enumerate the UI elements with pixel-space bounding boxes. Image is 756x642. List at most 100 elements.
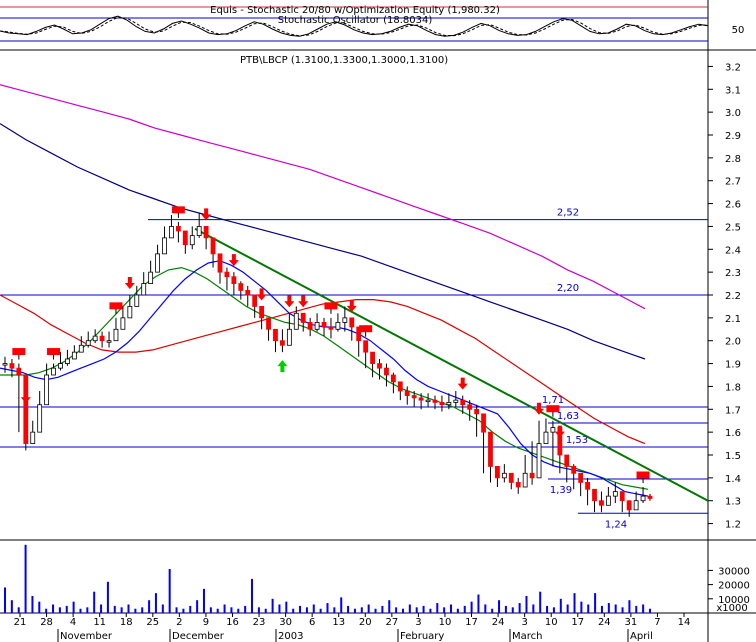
- candle-body: [175, 226, 181, 232]
- x-tick-label: 10: [439, 617, 452, 628]
- volume-bar: [86, 607, 89, 613]
- candle-body: [307, 322, 313, 330]
- candle-body: [9, 363, 15, 369]
- volume-bar: [642, 604, 645, 613]
- volume-bar: [292, 608, 295, 613]
- volume-bar: [401, 608, 404, 613]
- x-tick-label: 16: [226, 617, 239, 628]
- stochastic-k-line: [0, 15, 709, 37]
- month-label: December: [172, 631, 225, 642]
- candle-body: [273, 328, 278, 342]
- x-tick-label: 3: [521, 617, 527, 628]
- volume-bar: [477, 594, 480, 613]
- volume-bar: [635, 605, 638, 613]
- volume-bar: [333, 607, 336, 613]
- sell-arrow-icon: [284, 295, 295, 308]
- candle-body: [196, 226, 202, 236]
- level-label: 1,71: [542, 395, 564, 406]
- candle-body: [640, 495, 646, 502]
- candle-body: [217, 253, 223, 273]
- volume-tick-label: 10000: [718, 595, 750, 606]
- stochastic-d-line: [0, 16, 709, 37]
- volume-bar: [546, 605, 549, 613]
- x-tick-label: 11: [93, 617, 106, 628]
- volume-bar: [518, 603, 521, 613]
- candle-body: [203, 226, 209, 239]
- candle-body: [342, 317, 348, 323]
- volume-tick-label: 30000: [718, 566, 750, 577]
- x-tick-label: 10: [545, 617, 558, 628]
- sell-arrow-icon: [124, 277, 135, 289]
- volume-bar: [209, 607, 212, 613]
- volume-bar: [106, 581, 109, 613]
- candle-body: [515, 482, 521, 488]
- sell-arrow-icon: [298, 295, 309, 308]
- candle-body: [564, 454, 570, 467]
- volume-bar: [422, 605, 425, 613]
- volume-bar: [552, 607, 555, 613]
- moving-average-navy-line: [0, 123, 646, 360]
- candle-body: [113, 328, 119, 342]
- volume-bar: [600, 605, 603, 613]
- volume-bar: [367, 604, 370, 613]
- volume-bar: [628, 600, 631, 613]
- candle-body: [44, 374, 50, 406]
- volume-bar: [45, 608, 48, 613]
- volume-bar: [113, 605, 116, 613]
- candle-body: [85, 340, 91, 346]
- volume-bar: [58, 607, 61, 613]
- price-tick-label: 3.1: [725, 85, 741, 96]
- candle-body: [182, 230, 188, 246]
- price-tick-label: 1.6: [725, 428, 741, 439]
- x-tick-label: 27: [385, 617, 398, 628]
- x-tick-label: 31: [625, 617, 638, 628]
- axes: 50 3.2 3.1 3.0 2.9 2.8 2.7 2.6 2.5 2.4 2.3 2.2 2.1 2.…: [14, 25, 750, 642]
- sell-flag-icon: [359, 325, 373, 333]
- x-tick-label: 7: [654, 617, 660, 628]
- x-tick-label: 3: [415, 617, 421, 628]
- volume-bar: [230, 607, 233, 613]
- sell-arrow-icon: [457, 377, 468, 390]
- volume-bar: [251, 578, 254, 613]
- candle-body: [612, 491, 618, 497]
- volume-bar: [305, 607, 308, 613]
- price-tick-label: 1.3: [725, 497, 741, 508]
- volume-bar: [649, 608, 651, 613]
- volume-bar: [381, 605, 384, 613]
- candle-body: [370, 351, 375, 364]
- stochastic-panel: [0, 6, 709, 42]
- volume-bar: [17, 607, 20, 613]
- volume-bar: [340, 597, 343, 613]
- x-tick-label: 20: [359, 617, 372, 628]
- volume-bar: [161, 604, 164, 613]
- volume-bar: [244, 605, 247, 613]
- x-tick-label: 30: [279, 617, 292, 628]
- price-tick-label: 1.4: [725, 474, 741, 485]
- volume-unit-label: x1000: [716, 603, 747, 614]
- volume-bar: [257, 607, 260, 613]
- price-tick-label: 2.2: [725, 291, 741, 302]
- candle-body: [446, 402, 452, 406]
- volume-bar: [326, 603, 329, 613]
- sell-arrow-icon: [554, 425, 565, 438]
- volume-bar: [408, 604, 411, 613]
- volume-bar: [168, 568, 171, 613]
- candle-body: [585, 482, 590, 490]
- level-label: 1,63: [557, 411, 579, 422]
- candle-body: [460, 399, 466, 406]
- price-tick-label: 2.3: [725, 268, 741, 279]
- sell-arrow-icon: [201, 208, 212, 221]
- volume-bar: [312, 604, 315, 613]
- volume-bar: [65, 605, 68, 613]
- candle-body: [259, 306, 265, 319]
- price-tick-label: 2.9: [725, 131, 741, 142]
- volume-bar: [498, 600, 501, 613]
- volume-bar: [285, 601, 288, 613]
- volume-bar: [31, 595, 34, 613]
- price-tick-label: 1.7: [725, 405, 741, 416]
- candle-body: [16, 367, 22, 376]
- candle-body: [300, 312, 306, 323]
- price-tick-label: 2.4: [725, 245, 741, 256]
- candle-body: [238, 283, 244, 291]
